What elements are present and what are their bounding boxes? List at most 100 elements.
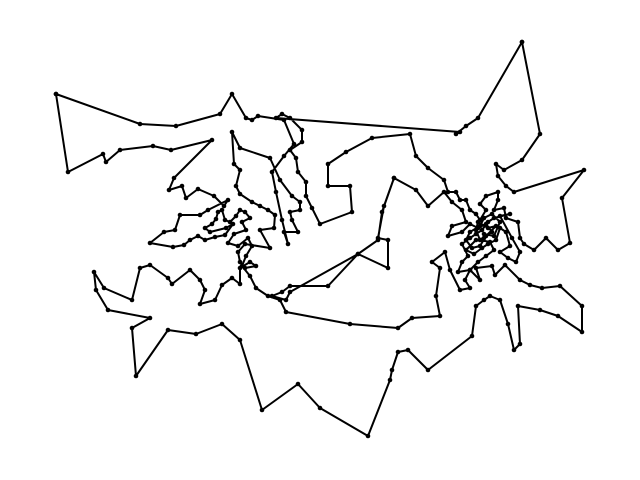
route-node <box>202 225 208 231</box>
route-node <box>237 145 243 151</box>
route-node <box>103 159 109 165</box>
route-node <box>53 91 59 97</box>
route-node <box>519 39 525 45</box>
route-node <box>471 251 477 257</box>
route-node <box>105 307 111 313</box>
route-node <box>255 113 261 119</box>
route-node <box>503 183 509 189</box>
route-node <box>237 259 243 265</box>
route-node <box>507 243 513 249</box>
route-node <box>217 111 223 117</box>
route-node <box>137 121 143 127</box>
route-node <box>181 242 187 248</box>
route-node <box>219 282 225 288</box>
route-node <box>405 347 411 353</box>
route-node <box>473 237 479 243</box>
route-node <box>235 243 241 249</box>
route-node <box>253 263 259 269</box>
route-node <box>391 175 397 181</box>
route-node <box>513 259 519 265</box>
route-node <box>222 217 228 223</box>
route-node <box>207 229 213 235</box>
route-node <box>517 277 523 283</box>
route-node <box>467 267 473 273</box>
route-node <box>293 155 299 161</box>
route-node <box>299 139 305 145</box>
route-node <box>91 269 97 275</box>
route-node <box>483 253 489 259</box>
route-node <box>465 253 471 259</box>
route-node <box>295 229 301 235</box>
route-node <box>467 207 473 213</box>
route-node <box>483 207 489 213</box>
route-node <box>271 225 277 231</box>
route-node <box>202 237 208 243</box>
route-node <box>281 153 287 159</box>
route-node <box>477 243 483 249</box>
route-node <box>205 207 211 213</box>
route-node <box>457 129 463 135</box>
route-node <box>479 227 485 233</box>
route-path-3 <box>271 177 521 301</box>
route-node <box>477 237 483 243</box>
route-node <box>469 333 475 339</box>
route-node <box>505 321 511 327</box>
route-node <box>579 303 585 309</box>
route-node <box>503 229 509 235</box>
route-node <box>295 381 301 387</box>
route-node <box>395 325 401 331</box>
route-node <box>233 213 239 219</box>
route-node <box>289 217 295 223</box>
route-node <box>485 219 491 225</box>
route-node <box>257 203 263 209</box>
route-node <box>395 349 401 355</box>
route-node <box>505 255 511 261</box>
route-node <box>485 225 491 231</box>
route-node <box>129 325 135 331</box>
route-node <box>165 327 171 333</box>
route-node <box>172 227 178 233</box>
route-node <box>273 189 279 195</box>
route-node <box>459 259 465 265</box>
route-node <box>489 229 495 235</box>
route-node <box>459 229 465 235</box>
route-node <box>497 219 503 225</box>
route-node <box>287 115 293 121</box>
route-node <box>477 277 483 283</box>
route-node <box>441 177 447 183</box>
route-node <box>493 161 499 167</box>
route-node <box>527 282 533 288</box>
route-node <box>169 281 175 287</box>
route-node <box>445 233 451 239</box>
route-node <box>237 281 243 287</box>
route-node <box>173 123 179 129</box>
route-node <box>375 237 381 243</box>
route-node <box>385 237 391 243</box>
route-node <box>473 211 479 217</box>
route-node <box>457 287 463 293</box>
route-node <box>187 267 193 273</box>
route-node <box>165 275 171 281</box>
route-node <box>211 193 217 199</box>
route-node <box>65 169 71 175</box>
route-node <box>557 283 563 289</box>
route-node <box>242 209 248 215</box>
route-node <box>497 213 503 219</box>
route-node <box>166 187 172 193</box>
route-node <box>467 235 473 241</box>
route-node <box>317 221 323 227</box>
route-node <box>389 367 395 373</box>
route-node <box>413 187 419 193</box>
route-node <box>265 207 271 213</box>
route-node <box>475 259 481 265</box>
route-node <box>473 231 479 237</box>
route-node <box>343 149 349 155</box>
route-node <box>347 183 353 189</box>
route-node <box>455 269 461 275</box>
route-node <box>285 241 291 247</box>
route-node <box>237 167 243 173</box>
route-node <box>197 301 203 307</box>
route-node <box>243 227 249 233</box>
route-node <box>242 241 248 247</box>
route-node <box>567 240 573 246</box>
